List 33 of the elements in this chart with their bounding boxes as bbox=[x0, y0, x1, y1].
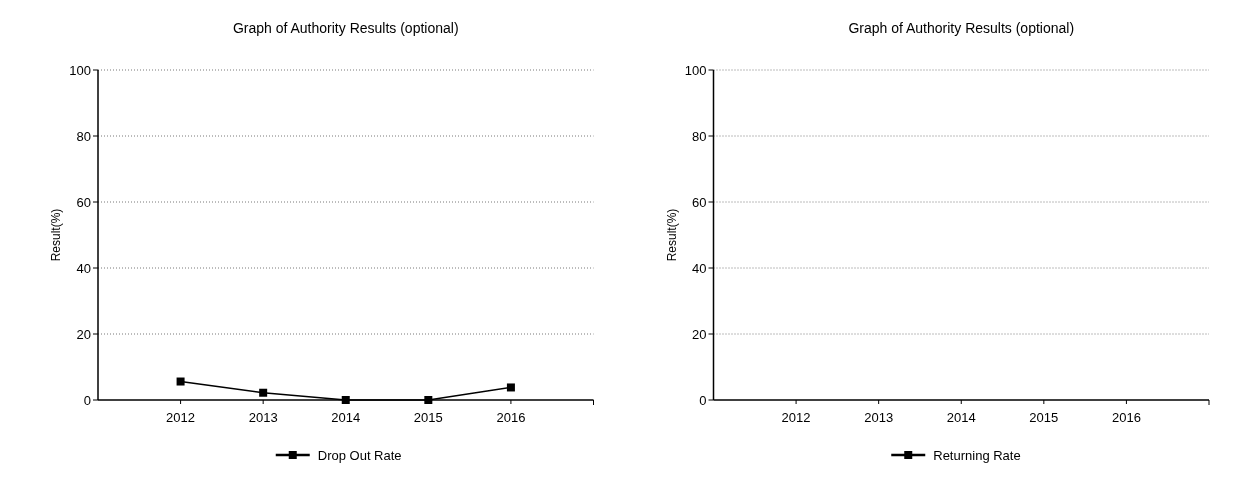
y-tick-label: 60 bbox=[76, 194, 91, 210]
y-tick-label: 60 bbox=[692, 194, 707, 210]
y-tick-label: 80 bbox=[76, 128, 91, 144]
x-tick-label: 2016 bbox=[1111, 410, 1141, 425]
y-axis-title: Result(%) bbox=[49, 208, 63, 262]
y-tick-label: 20 bbox=[692, 326, 707, 342]
y-tick-label: 0 bbox=[83, 392, 91, 408]
x-tick-label: 2012 bbox=[781, 410, 811, 425]
point bbox=[506, 383, 515, 392]
x-tick-label: 2015 bbox=[413, 410, 443, 425]
legend-label: Returning Rate bbox=[933, 447, 1021, 463]
x-tick-label: 2015 bbox=[1029, 410, 1059, 425]
y-tick-label: 100 bbox=[684, 62, 707, 78]
x-tick-label: 2013 bbox=[864, 410, 894, 425]
x-tick-label: 2012 bbox=[166, 410, 196, 425]
y-tick-label: 80 bbox=[692, 128, 707, 144]
y-tick-label: 20 bbox=[76, 326, 91, 342]
chart-title: Graph of Authority Results (optional) bbox=[232, 20, 459, 36]
y-tick-label: 40 bbox=[76, 260, 91, 276]
x-tick-label: 2014 bbox=[331, 410, 361, 425]
point bbox=[424, 396, 433, 404]
point bbox=[341, 396, 350, 404]
legend-label: Drop Out Rate bbox=[317, 447, 402, 463]
y-axis-title: Result(%) bbox=[664, 208, 679, 262]
y-tick-label: 100 bbox=[69, 62, 91, 78]
x-tick-label: 2014 bbox=[946, 410, 976, 425]
y-tick-label: 40 bbox=[692, 260, 707, 276]
point bbox=[259, 388, 268, 397]
point bbox=[176, 377, 185, 386]
chart-title: Graph of Authority Results (optional) bbox=[848, 20, 1075, 36]
x-tick-label: 2013 bbox=[248, 410, 278, 425]
x-tick-label: 2016 bbox=[496, 410, 526, 425]
y-tick-label: 0 bbox=[699, 392, 707, 408]
